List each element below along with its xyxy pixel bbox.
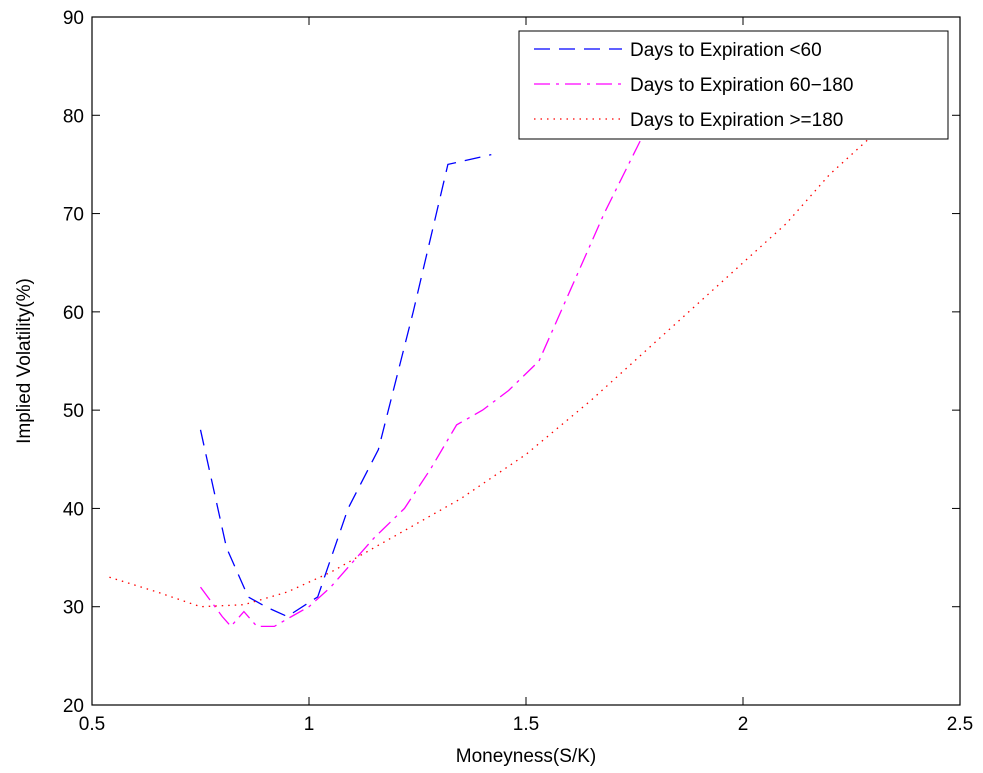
x-axis-label: Moneyness(S/K): [456, 746, 596, 767]
series-line-1: [199, 153, 492, 618]
legend-label-3: Days to Expiration >=180: [630, 110, 843, 131]
ticks-layer: 0.5 1 1.5 2 2.5 20 30 40 50 60 70 80 90: [63, 8, 973, 735]
y-tick-label: 70: [63, 205, 84, 226]
x-tick-label: 2: [738, 714, 749, 735]
x-tick-label: 1.5: [513, 714, 539, 735]
y-tick-label: 90: [63, 8, 84, 29]
legend-label-1: Days to Expiration <60: [630, 40, 822, 61]
x-tick-label: 2.5: [947, 714, 973, 735]
series-layer: [109, 134, 874, 628]
x-tick-label: 0.5: [79, 714, 105, 735]
y-tick-label: 60: [63, 303, 84, 324]
y-tick-label: 30: [63, 598, 84, 619]
y-axis-label: Implied Volatility(%): [14, 278, 35, 444]
y-tick-label: 50: [63, 401, 84, 422]
y-tick-label: 40: [63, 499, 84, 520]
x-tick-label: 1: [304, 714, 315, 735]
legend: Days to Expiration <60 Days to Expiration…: [518, 30, 949, 140]
series-line-2: [199, 134, 644, 628]
series-line-3: [109, 134, 874, 608]
y-tick-label: 20: [63, 696, 84, 717]
y-tick-label: 80: [63, 106, 84, 127]
legend-label-2: Days to Expiration 60−180: [630, 75, 853, 96]
